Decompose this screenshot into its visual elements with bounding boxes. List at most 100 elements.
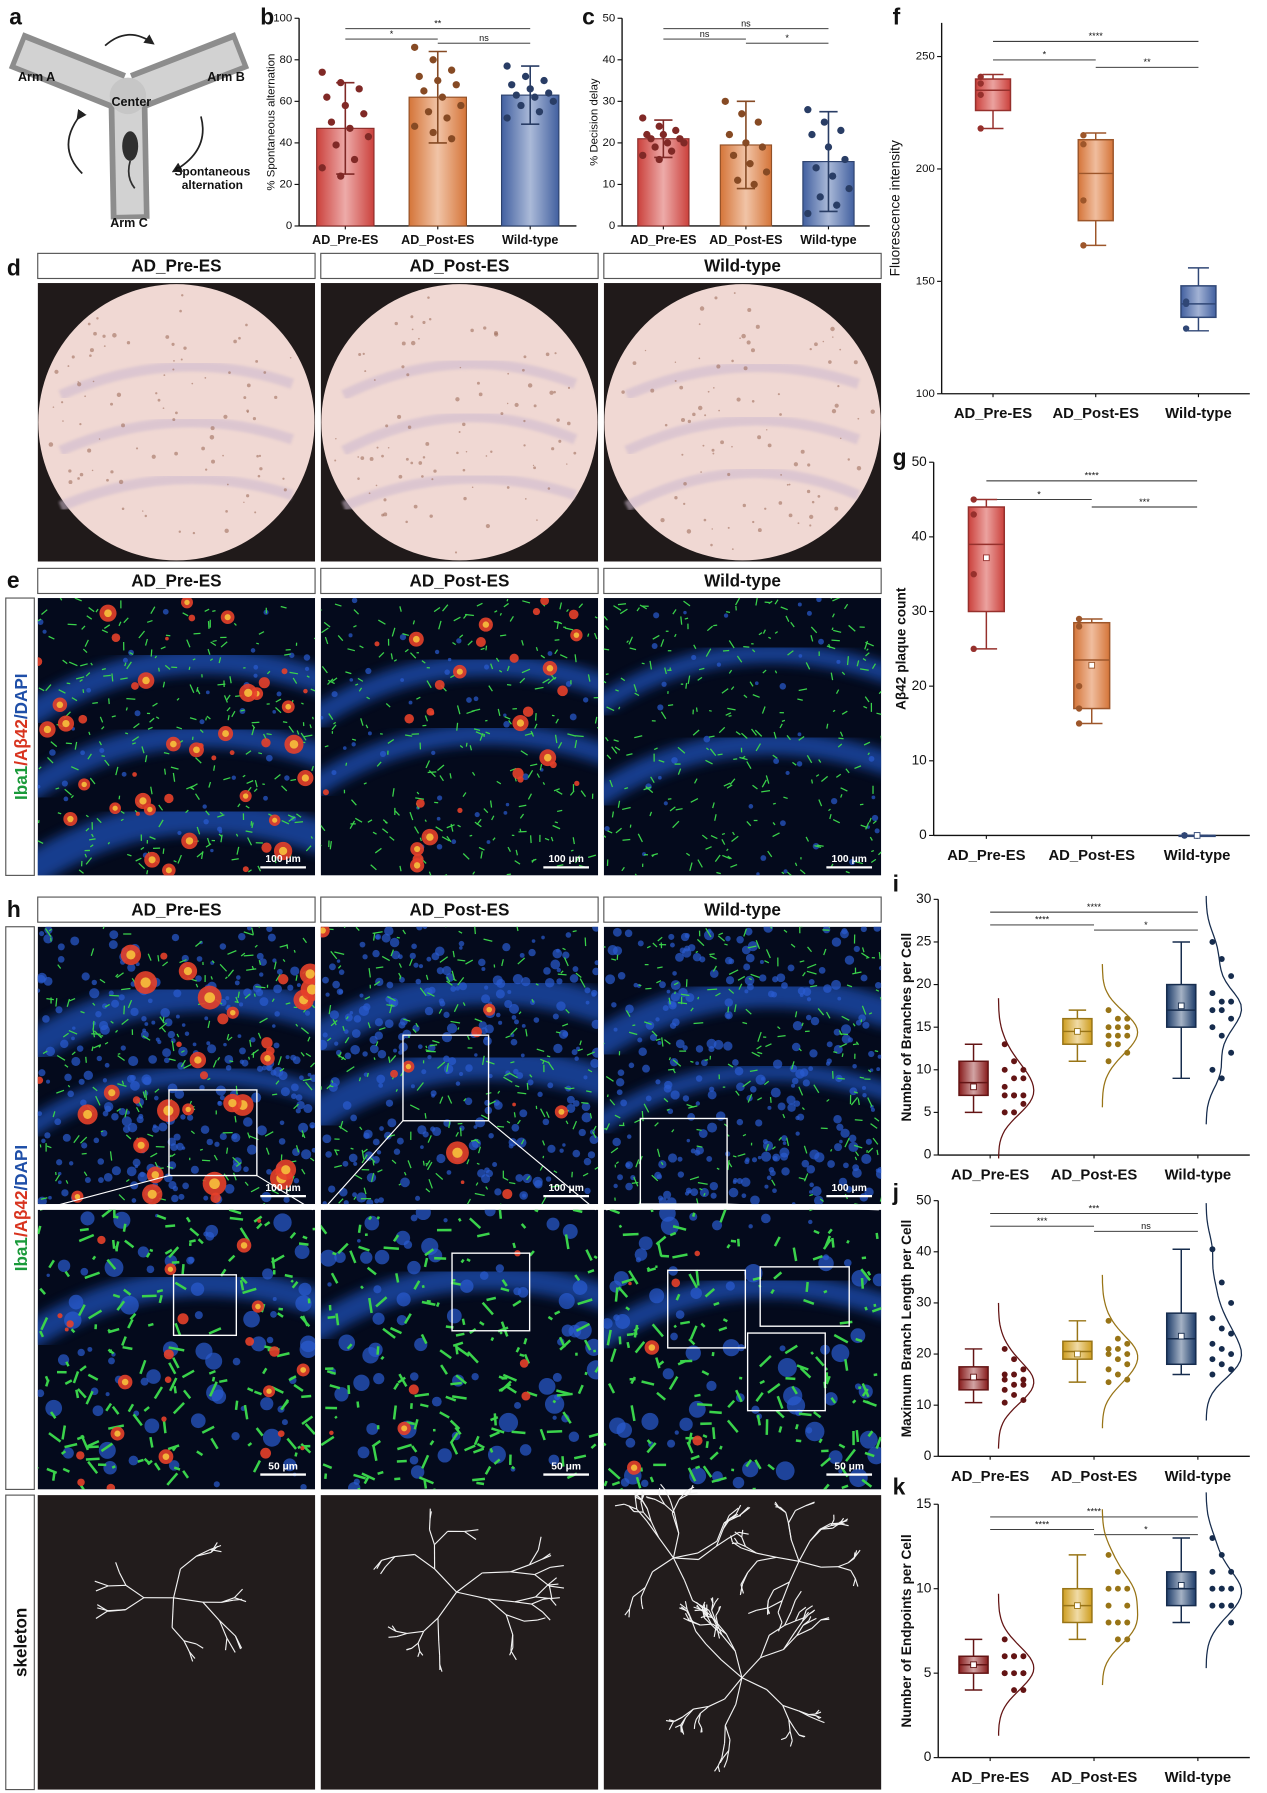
nucleus [363, 1129, 373, 1139]
microglia-process [274, 773, 281, 780]
nucleus [373, 1285, 382, 1294]
microglia-process [40, 1317, 49, 1331]
microglia-process [109, 1151, 113, 1161]
microglia-process [399, 606, 402, 612]
microglia-process [271, 998, 275, 1003]
plaque-core [222, 730, 229, 737]
microglia-process [441, 836, 450, 842]
data-point [364, 133, 373, 141]
microglia-process [746, 820, 752, 827]
nucleus [374, 1031, 383, 1040]
stain-dot [118, 479, 124, 485]
data-point [517, 101, 525, 110]
skeleton-branch [464, 1530, 477, 1540]
nucleus [111, 1112, 119, 1121]
mean-marker [1074, 1028, 1081, 1035]
microglia-process [765, 949, 771, 959]
microglia-process [476, 1162, 480, 1165]
microglia-process [353, 1473, 366, 1480]
stain-dot [731, 445, 733, 448]
nucleus [108, 940, 118, 950]
nucleus [127, 963, 136, 972]
data-point [1124, 1619, 1131, 1626]
microglia-process [810, 634, 814, 642]
microglia-process [481, 1055, 485, 1065]
microglia-process [614, 746, 621, 751]
nucleus [411, 943, 417, 950]
microglia-process [516, 926, 519, 932]
nucleus [667, 1153, 678, 1163]
nucleus [443, 1055, 450, 1063]
microglia-process [815, 1356, 825, 1367]
dapi-layer [603, 977, 882, 1060]
microglia-process [263, 1202, 266, 1205]
nucleus [167, 1030, 176, 1039]
skeleton-branch [388, 1635, 397, 1638]
skeleton-branch [380, 1566, 386, 1575]
microglia-process [695, 1198, 699, 1205]
microglia-process [559, 654, 568, 659]
micrograph [603, 926, 882, 1205]
data-point [659, 130, 668, 139]
microglia-process [474, 1018, 483, 1023]
microglia-process [81, 625, 86, 630]
microglia-process [721, 838, 726, 845]
microglia-process [845, 1448, 856, 1462]
stain-dot [411, 328, 414, 331]
microglia-process [784, 1344, 798, 1355]
microglia-process [845, 870, 850, 874]
microglia-process [253, 788, 258, 792]
y-axis-label: Number of Branches per Cell [899, 933, 914, 1122]
microglia-process [56, 1054, 66, 1061]
microglia-process [329, 1384, 341, 1390]
nucleus [289, 652, 295, 658]
skeleton-branch [819, 1523, 831, 1530]
microglia-process [586, 1090, 592, 1093]
nucleus [270, 1069, 277, 1076]
nucleus [767, 990, 775, 998]
microglia-process [620, 677, 626, 682]
nucleus [399, 633, 407, 641]
microglia-process [488, 685, 493, 692]
microglia-process [630, 1405, 636, 1422]
microglia-process [289, 671, 299, 675]
microglia-process [165, 634, 171, 637]
nucleus [104, 1062, 110, 1068]
nucleus [351, 598, 358, 604]
microglia-process [690, 797, 699, 803]
skeleton-branch [799, 1606, 807, 1613]
y-tick-label: 50 [916, 1192, 932, 1207]
arm-label: Arm A [18, 70, 55, 84]
microglia-process [190, 1130, 195, 1135]
y-tick-label: 10 [916, 1061, 932, 1076]
nucleus [666, 1197, 677, 1205]
microglia-process [453, 1003, 459, 1013]
arm-label: Arm B [207, 70, 245, 84]
nucleus [707, 1090, 717, 1100]
microglia-process [451, 970, 456, 981]
data-point [1105, 1024, 1112, 1031]
microglia-process [798, 735, 805, 741]
data-point [1218, 1361, 1225, 1368]
microglia-process [425, 1045, 428, 1049]
nucleus [384, 926, 394, 936]
microglia-process [126, 697, 136, 700]
plaque-core [162, 1453, 170, 1460]
microglia-process [467, 1035, 470, 1040]
nucleus [386, 981, 394, 989]
nucleus [291, 1093, 297, 1100]
skeleton-branch [837, 1566, 851, 1571]
microglia-process [697, 1181, 708, 1185]
nucleus [591, 1019, 599, 1029]
panel-letter: g [893, 444, 907, 470]
plaque [37, 657, 43, 667]
nucleus [484, 1099, 491, 1106]
microglia-process [585, 1249, 593, 1262]
microglia-process [111, 715, 116, 718]
nucleus [38, 1069, 46, 1077]
microglia-process [364, 996, 371, 1000]
microglia-process [859, 668, 869, 671]
microglia-process [266, 670, 271, 675]
nucleus [398, 1050, 403, 1055]
